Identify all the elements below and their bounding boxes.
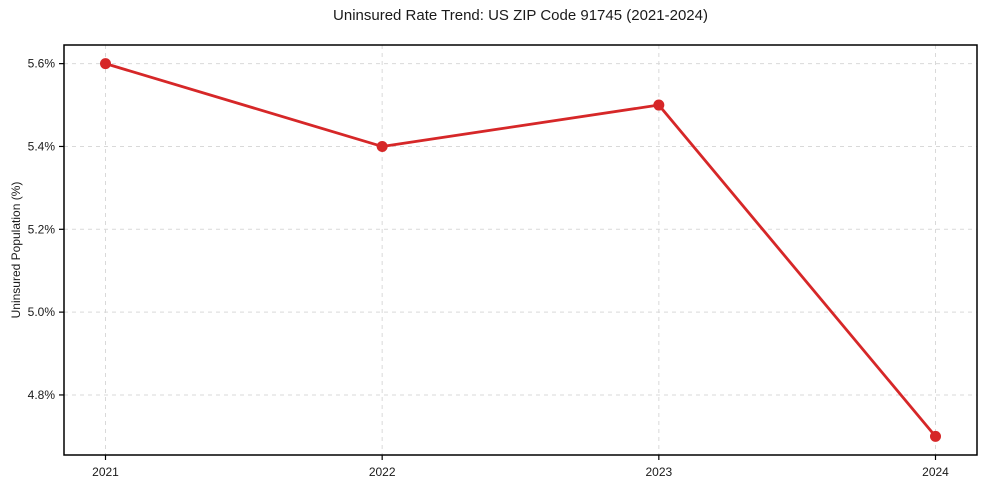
data-point	[100, 58, 111, 70]
trend-line	[104, 62, 937, 438]
data-point	[653, 99, 665, 111]
data-point	[376, 140, 388, 152]
x-tick-label: 2021	[92, 465, 119, 479]
chart-title: Uninsured Rate Trend: US ZIP Code 91745 …	[333, 7, 708, 24]
y-tick-label: 5.2%	[28, 222, 56, 236]
plot-border	[63, 44, 978, 456]
x-tick-label: 2024	[922, 465, 949, 479]
x-tick-label: 2022	[369, 465, 396, 479]
x-tick-label: 2023	[645, 465, 672, 479]
data-point	[930, 430, 941, 442]
y-tick-label: 5.6%	[28, 57, 56, 71]
y-tick-label: 5.4%	[28, 139, 56, 153]
y-tick-label: 4.8%	[28, 388, 56, 402]
y-tick-label: 5.0%	[28, 305, 56, 319]
